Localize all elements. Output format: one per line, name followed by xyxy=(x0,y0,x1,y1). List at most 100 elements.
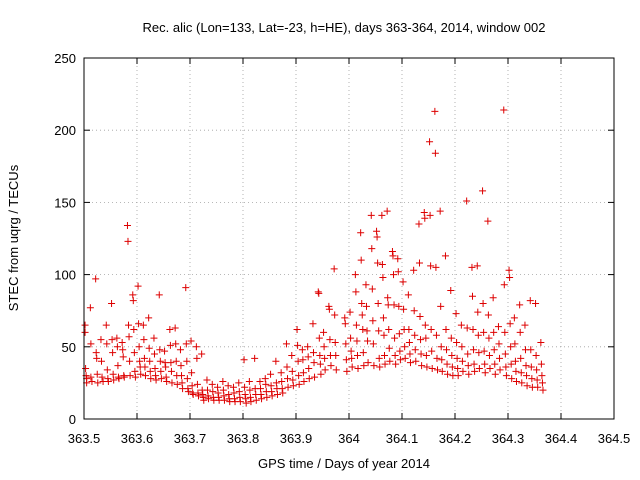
data-point xyxy=(384,294,392,302)
data-point xyxy=(125,333,133,341)
data-point xyxy=(178,379,186,387)
data-point xyxy=(491,370,499,378)
data-point xyxy=(331,338,339,346)
data-point xyxy=(87,373,95,381)
data-point xyxy=(115,375,123,383)
data-point xyxy=(418,362,426,370)
data-point xyxy=(471,367,479,375)
data-point xyxy=(166,325,174,333)
data-point xyxy=(527,346,535,354)
data-point xyxy=(374,299,382,307)
data-point xyxy=(491,360,499,368)
data-point xyxy=(225,390,233,398)
data-point xyxy=(447,286,455,294)
data-point xyxy=(396,356,404,364)
data-point xyxy=(103,340,111,348)
data-point xyxy=(193,354,201,362)
data-point xyxy=(279,389,287,397)
data-point xyxy=(506,273,514,281)
data-point xyxy=(284,383,292,391)
data-point xyxy=(171,324,179,332)
data-point xyxy=(87,340,95,348)
data-point xyxy=(347,334,355,342)
data-point xyxy=(496,354,504,362)
data-point xyxy=(378,211,386,219)
data-point xyxy=(537,338,545,346)
data-point xyxy=(521,321,529,329)
data-point xyxy=(534,383,542,391)
data-point xyxy=(394,255,402,263)
data-point xyxy=(332,351,340,359)
data-point xyxy=(427,325,435,333)
data-point xyxy=(189,390,197,398)
data-point xyxy=(343,367,351,375)
data-point xyxy=(151,364,159,372)
data-point xyxy=(277,369,285,377)
data-point xyxy=(480,328,488,336)
data-point xyxy=(278,385,286,393)
data-point xyxy=(235,388,243,396)
data-point xyxy=(220,396,228,404)
data-point xyxy=(145,344,153,352)
data-point xyxy=(97,336,105,344)
data-point xyxy=(373,227,381,235)
data-point xyxy=(448,363,456,371)
data-point xyxy=(437,343,445,351)
data-point xyxy=(379,314,387,322)
data-point xyxy=(431,149,439,157)
x-axis-label: GPS time / Days of year 2014 xyxy=(258,456,430,471)
data-point xyxy=(506,320,514,328)
data-point xyxy=(391,351,399,359)
data-point xyxy=(468,263,476,271)
data-point xyxy=(125,321,133,329)
data-point xyxy=(494,323,502,331)
data-point xyxy=(480,347,488,355)
data-point xyxy=(316,351,324,359)
data-point xyxy=(268,392,276,400)
data-point xyxy=(389,252,397,260)
data-point xyxy=(176,346,184,354)
data-point xyxy=(236,398,244,406)
data-point xyxy=(523,382,531,390)
data-point xyxy=(272,357,280,365)
data-point xyxy=(375,354,383,362)
data-point xyxy=(516,301,524,309)
data-point xyxy=(354,364,362,372)
data-point xyxy=(88,377,96,385)
data-point xyxy=(378,260,386,268)
data-point xyxy=(479,187,487,195)
data-point xyxy=(193,380,201,388)
data-point xyxy=(357,256,365,264)
x-tick-label: 364 xyxy=(338,431,360,446)
data-point xyxy=(447,334,455,342)
data-point xyxy=(416,312,424,320)
data-point xyxy=(256,377,264,385)
data-point xyxy=(304,343,312,351)
data-point xyxy=(81,321,89,329)
data-point xyxy=(332,366,340,374)
data-point xyxy=(272,379,280,387)
data-point xyxy=(278,377,286,385)
data-point xyxy=(184,388,192,396)
y-tick-label: 150 xyxy=(54,195,76,210)
data-point xyxy=(469,325,477,333)
data-point xyxy=(150,350,158,358)
x-tick-label: 364.2 xyxy=(439,431,472,446)
data-point xyxy=(146,367,154,375)
data-point xyxy=(262,380,270,388)
data-point xyxy=(368,245,376,253)
data-point xyxy=(352,321,360,329)
data-point xyxy=(374,259,382,267)
y-tick-label: 50 xyxy=(62,340,76,355)
data-point xyxy=(392,360,400,368)
data-point xyxy=(188,369,196,377)
data-point xyxy=(415,259,423,267)
data-point xyxy=(381,351,389,359)
data-point xyxy=(421,321,429,329)
data-point xyxy=(147,375,155,383)
data-point xyxy=(341,314,349,322)
data-points xyxy=(81,106,547,407)
data-point xyxy=(526,297,534,305)
y-tick-label: 250 xyxy=(54,51,76,66)
data-point xyxy=(474,308,482,316)
